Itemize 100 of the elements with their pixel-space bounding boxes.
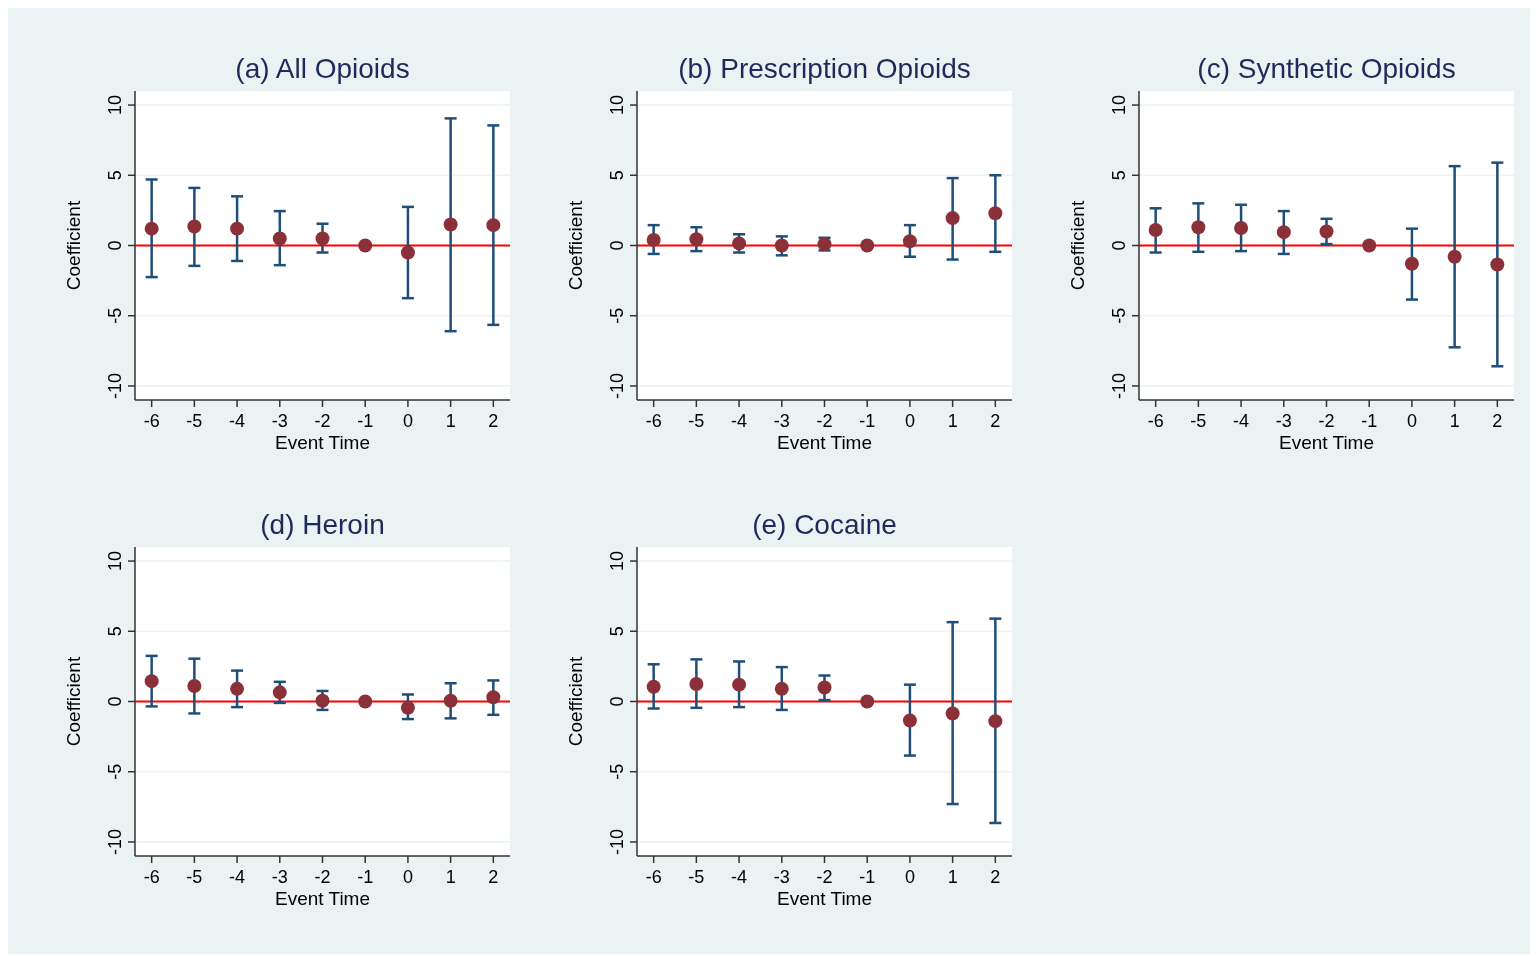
point: [230, 221, 245, 236]
x-tick-label: -6: [645, 411, 662, 431]
x-tick-label: 0: [904, 411, 915, 431]
y-axis-title: Coefficient: [565, 656, 586, 747]
y-axis-title: Coefficient: [63, 656, 84, 747]
y-tick-label: 0: [1109, 240, 1129, 251]
y-tick-label: -10: [105, 828, 125, 855]
point: [230, 681, 245, 696]
point: [400, 700, 415, 715]
x-tick-label: 0: [402, 411, 413, 431]
x-tick-label: 2: [488, 411, 499, 431]
point: [187, 679, 202, 694]
point: [646, 679, 661, 694]
x-tick-label: -4: [731, 867, 748, 887]
x-tick-label: -6: [645, 867, 662, 887]
point: [486, 690, 501, 705]
y-tick-label: -10: [607, 372, 627, 399]
point: [144, 221, 159, 236]
point: [646, 232, 661, 247]
point: [187, 219, 202, 234]
point: [945, 706, 960, 721]
y-tick-label: 5: [105, 170, 125, 181]
x-tick-label: -2: [816, 867, 833, 887]
x-tick-label: -1: [1361, 411, 1378, 431]
x-tick-label: -5: [688, 867, 705, 887]
point: [902, 234, 917, 249]
x-tick-label: -1: [859, 867, 876, 887]
point: [1404, 256, 1419, 271]
y-tick-label: 0: [105, 240, 125, 251]
x-axis-title: Event Time: [274, 432, 371, 453]
y-tick-label: -10: [1109, 372, 1129, 399]
x-tick-label: 1: [947, 411, 958, 431]
x-tick-label: -5: [1190, 411, 1207, 431]
x-tick-label: 1: [1449, 411, 1460, 431]
x-tick-label: -4: [229, 411, 246, 431]
x-tick-label: -6: [1147, 411, 1164, 431]
point: [358, 694, 373, 709]
point: [1447, 249, 1462, 264]
x-axis-title: Event Time: [1278, 432, 1375, 453]
point: [817, 680, 832, 695]
point: [443, 217, 458, 232]
x-tick-label: 0: [1406, 411, 1417, 431]
y-tick-label: 5: [607, 626, 627, 637]
point: [315, 231, 330, 246]
x-tick-label: 2: [990, 867, 1001, 887]
point: [1319, 224, 1334, 239]
point: [988, 206, 1003, 221]
point: [732, 677, 747, 692]
x-axis-title: Event Time: [274, 888, 371, 909]
point: [443, 693, 458, 708]
y-tick-label: -10: [607, 828, 627, 855]
x-tick-label: -1: [859, 411, 876, 431]
chart-title: (b) Prescription Opioids: [678, 53, 971, 84]
x-tick-label: 1: [445, 411, 456, 431]
point: [400, 245, 415, 260]
y-tick-label: 10: [607, 551, 627, 572]
point: [902, 713, 917, 728]
point: [860, 694, 875, 709]
x-tick-label: -2: [314, 867, 331, 887]
x-tick-label: -2: [1318, 411, 1335, 431]
x-axis-title: Event Time: [776, 888, 873, 909]
x-tick-label: -1: [357, 867, 374, 887]
x-axis-title: Event Time: [776, 432, 873, 453]
point: [272, 231, 287, 246]
point: [988, 714, 1003, 729]
x-tick-label: 2: [488, 867, 499, 887]
x-tick-label: -4: [229, 867, 246, 887]
x-tick-label: -4: [731, 411, 748, 431]
point: [1490, 257, 1505, 272]
y-tick-label: 0: [607, 696, 627, 707]
y-axis-title: Coefficient: [63, 200, 84, 291]
y-tick-label: 5: [607, 170, 627, 181]
y-tick-label: 0: [607, 240, 627, 251]
x-tick-label: 2: [1492, 411, 1503, 431]
point: [1234, 220, 1249, 235]
x-tick-label: 0: [904, 867, 915, 887]
chart-title: (e) Cocaine: [752, 509, 897, 540]
y-tick-label: 10: [607, 95, 627, 116]
point: [486, 218, 501, 233]
y-tick-label: 10: [105, 551, 125, 572]
x-tick-label: 0: [402, 867, 413, 887]
x-tick-label: -2: [314, 411, 331, 431]
x-tick-label: -2: [816, 411, 833, 431]
y-tick-label: 5: [1109, 170, 1129, 181]
y-tick-label: 5: [105, 626, 125, 637]
y-tick-label: -10: [105, 372, 125, 399]
y-tick-label: -5: [105, 763, 125, 780]
x-tick-label: 1: [947, 867, 958, 887]
x-tick-label: -3: [271, 411, 288, 431]
y-tick-label: 10: [105, 95, 125, 116]
y-tick-label: -5: [105, 307, 125, 324]
x-tick-label: -3: [773, 411, 790, 431]
chart-title: (d) Heroin: [260, 509, 385, 540]
point: [1276, 225, 1291, 240]
x-tick-label: -4: [1233, 411, 1250, 431]
x-tick-label: -5: [186, 867, 203, 887]
y-tick-label: 0: [105, 696, 125, 707]
point: [1191, 220, 1206, 235]
x-tick-label: 1: [445, 867, 456, 887]
point: [144, 674, 159, 689]
